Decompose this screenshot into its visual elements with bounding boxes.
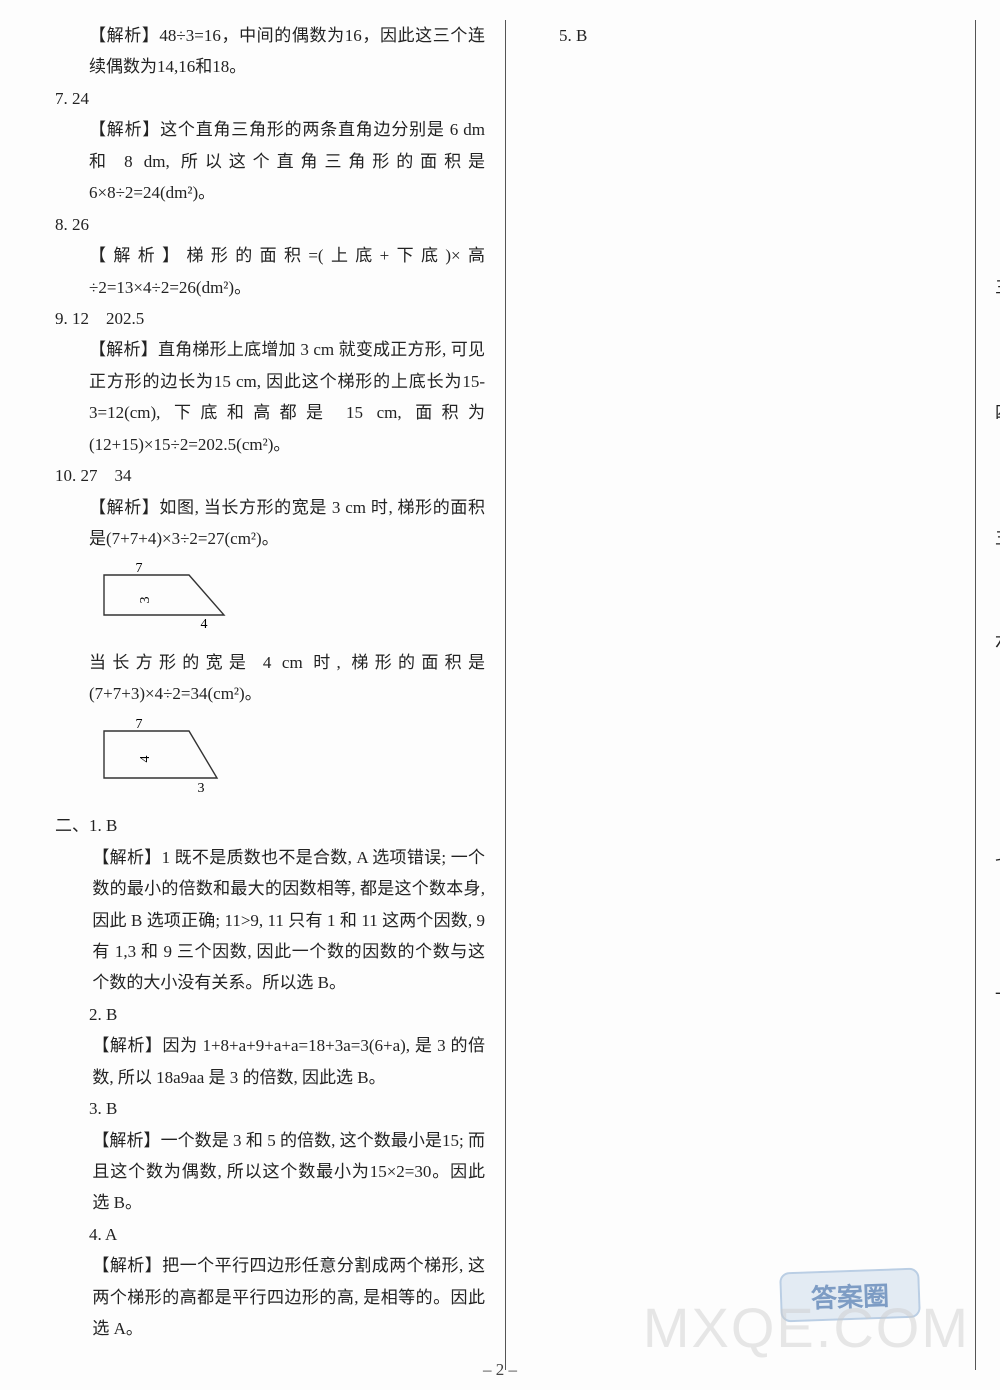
explain: 【解析】这个直角三角形的两条直角边分别是 6 dm 和 8 dm, 所以这个直角…: [55, 114, 485, 208]
section-2-6: 6. B: [995, 146, 1000, 177]
explain-cont2: 数是 2, 2= 147 , 157 = 127 , 14-2=2, 所以再添上…: [995, 1115, 1000, 1180]
section-2-3: 3. B: [55, 1093, 485, 1124]
watermark-text: MXQE.COM: [643, 1295, 970, 1360]
answer-10: 10. 27 34: [55, 460, 485, 491]
explain: 【解析】直角梯形上底增加 3 cm 就变成正方形, 可见正方形的边长为15 cm…: [55, 334, 485, 460]
section-7-1: 七、1.（上底+下底）÷2 高 （上底+下底）×高÷2: [995, 846, 1000, 877]
section-5-row: 五、: [995, 523, 1000, 625]
section-A-3: 3. > = < >: [995, 1181, 1000, 1212]
section-2-1: 二、1. B: [55, 810, 485, 841]
label-ext: 4: [201, 617, 208, 630]
trapezoid-diagram-1: 7 3 4: [89, 560, 485, 640]
page-number: – 2 –: [0, 1360, 1000, 1380]
answer-7: 7. 24: [55, 83, 485, 114]
label-top: 7: [136, 717, 143, 732]
section-3-2: 2.（1）12 （2）10 （3）60 （4）60: [995, 334, 1000, 365]
label-side: 4: [138, 755, 153, 762]
section-5-label: 五、: [995, 523, 1000, 554]
section-6-3a: 3. 45×15=675(m²) 15×0.6=9(m²): [995, 751, 1000, 782]
label-ext: 3: [198, 781, 205, 794]
section-A-2: 2. 17 2: [995, 1013, 1000, 1047]
trapezoid-diagram-2: 7 4 3: [89, 716, 485, 804]
explain: 【解析】梯形的面积=(上底+下底)×高÷2=13×4÷2=26(dm²)。: [55, 240, 485, 303]
label-top: 7: [136, 561, 143, 576]
section-6-2a: 2. (130+150)×100÷2=14000(m²): [995, 688, 1000, 719]
explain: 【解析】一个数是 3 和 5 的倍数, 这个数最小是15; 而且这个数为偶数, …: [55, 1125, 485, 1219]
explain: 【解析】48÷3=16，中间的偶数为16，因此这三个连续偶数为14,16和18。: [55, 20, 485, 83]
explain: 【解析】认真观察图形即可得出答案。: [995, 908, 1000, 939]
explain: 【解析】如图, 当长方形的宽是 3 cm 时, 梯形的面积是(7+7+4)×3÷…: [55, 492, 485, 555]
label-side: 3: [138, 597, 153, 604]
section-6-4: 4. 12÷2=6 6÷1.2=5 6×5×2=60(面): [995, 814, 1000, 845]
explain-cont3: 624 可以约分成 14 , 所以 624 = 14 ; 分子和分母相差: [995, 1246, 1000, 1280]
explain: 【解析】观察图形可以看出, 三角形 1 加上下面空白的三角形, 与三角形 2 加…: [995, 20, 1000, 146]
explain: 【解析】分子相等, 分母大的分数小, 所以 37 > 38 ;: [995, 1212, 1000, 1246]
section-2-2: 2. B: [55, 999, 485, 1030]
section-6-2b: 14000÷10=1400(棵): [995, 720, 1000, 751]
explain: 当长方形的宽是 4 cm 时, 梯形的面积是(7+7+3)×4÷2=34(cm²…: [55, 647, 485, 710]
content-columns: 【解析】48÷3=16，中间的偶数为16，因此这三个连续偶数为14,16和18。…: [0, 0, 1000, 1390]
answer-9: 9. 12 202.5: [55, 303, 485, 334]
answer-8: 8. 26: [55, 209, 485, 240]
section-2-5: 5. B: [525, 20, 955, 51]
section-6-1: 六、1. 每 2 个或 5 个装一袋, 能正好装完; 每 3 个装一袋, 不能正…: [995, 625, 1000, 688]
explain-cont: 的分母是 7, 所以它的分数单位是 17 ; 最小的质: [995, 1081, 1000, 1115]
section-A-1: 一、1. 34 78 134: [995, 979, 1000, 1013]
section-7-2: 2. 上底+下底 高 底×高÷2 （上底+下底）×高÷2: [995, 877, 1000, 908]
section-3-1b: 45, 180, 30, 95 180, 30: [995, 303, 1000, 334]
section-3-2-note: （前两题答案不唯一）: [995, 366, 1000, 397]
section-4-b: (6+14)×7÷2=70(cm²): [995, 429, 1000, 460]
explain: 【解析】把一个平行四边形任意分割成两个梯形, 这两个梯形的高都是平行四边形的高,…: [55, 1250, 485, 1344]
section-3-1a: 三、1. 28, 96, 2022, 180, 30 45, 96, 2022,…: [995, 272, 1000, 303]
page: 【解析】48÷3=16，中间的偶数为16，因此这三个连续偶数为14,16和18。…: [0, 0, 1000, 1390]
explain: 【解析】分母是几, 分数单位就是几分之一, 157: [995, 1047, 1000, 1081]
explain: 【解析】因为 1+8+a+9+a+a=18+3a=3(6+a), 是 3 的倍数…: [55, 1030, 485, 1093]
section-2-4: 4. A: [55, 1219, 485, 1250]
explain: 【解析】从图中可以看出, 长方形的长等于平行四边形的底, 宽等于平行四边形的高,…: [995, 177, 1000, 271]
section-6-3b: 675-9=666(m²): [995, 783, 1000, 814]
explain: 【解析】1 既不是质数也不是合数, A 选项错误; 一个数的最小的倍数和最大的因…: [55, 842, 485, 999]
explain: 【解析】根据平行四边形、三角形和梯形的面积公式, 代入数计算即可。: [995, 460, 1000, 523]
section-4-a: 四、20×15=300(cm²) 14×12÷2=84(cm²): [995, 397, 1000, 428]
